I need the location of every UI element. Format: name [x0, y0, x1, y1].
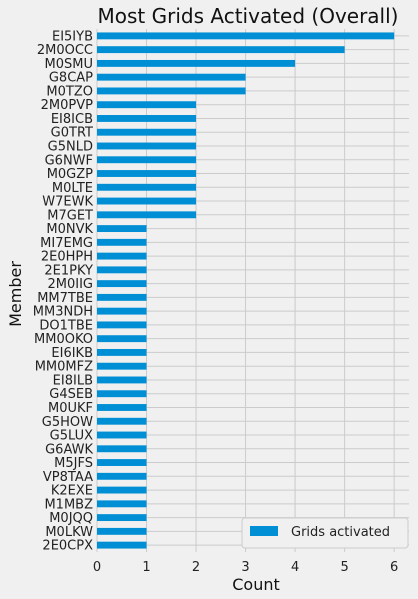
- y-tick-label: MI7EMG: [40, 236, 93, 251]
- y-tick-label: M0UKF: [48, 401, 93, 416]
- y-tick-label: M0TZO: [46, 84, 93, 99]
- y-tick-label: 2M0PVP: [41, 98, 93, 113]
- bar: [97, 293, 147, 301]
- bar: [97, 46, 345, 54]
- y-tick-label: G5LUX: [50, 429, 93, 444]
- y-tick-label: G5HOW: [42, 415, 93, 430]
- y-tick-label: 2M0IIG: [48, 277, 94, 292]
- y-tick-label: G6NWF: [45, 153, 93, 168]
- y-tick-label: G8CAP: [49, 71, 93, 86]
- bar: [97, 431, 147, 439]
- y-tick-label: M0NVK: [46, 222, 93, 237]
- bar: [97, 500, 147, 508]
- y-tick-label: 2E1PKY: [44, 263, 93, 278]
- x-tick-labels: 0 1 2 3 4 5 6: [93, 560, 398, 575]
- bar: [97, 266, 147, 274]
- bar: [97, 472, 147, 480]
- y-tick-label: K2EXE: [51, 484, 93, 499]
- y-tick-label: EI6IKB: [51, 346, 93, 361]
- bar: [97, 280, 147, 288]
- legend-box: [241, 517, 409, 549]
- y-tick-label: M0LKW: [45, 525, 93, 540]
- bar: [97, 445, 147, 453]
- y-tick-label: EI8ILB: [53, 373, 93, 388]
- y-tick-label: 2M0OCC: [37, 43, 93, 58]
- bar: [97, 514, 147, 522]
- y-tick-label: M7GET: [47, 208, 93, 223]
- x-tick-label: 6: [390, 560, 398, 575]
- bar: [97, 73, 246, 81]
- y-tick-label: G6AWK: [45, 442, 93, 457]
- bar: [97, 197, 197, 205]
- y-tick-label: M1MBZ: [44, 497, 93, 512]
- y-tick-label: G0TRT: [51, 126, 93, 141]
- y-tick-label: G4SEB: [49, 387, 93, 402]
- y-tick-labels: EI5IYB2M0OCCM0SMUG8CAPM0TZO2M0PVPEI8ICBG…: [33, 29, 94, 553]
- y-tick-label: W7EWK: [42, 195, 93, 210]
- bar: [97, 128, 197, 136]
- y-tick-label: MM3NDH: [33, 305, 93, 320]
- y-tick-label: MM0OKO: [34, 332, 93, 347]
- x-tick-label: 5: [340, 560, 348, 575]
- x-tick-label: 2: [192, 560, 200, 575]
- y-tick-label: EI8ICB: [51, 112, 93, 127]
- bar: [97, 115, 197, 122]
- x-tick-label: 4: [291, 560, 299, 575]
- bar: [97, 335, 147, 343]
- bar: [97, 307, 147, 315]
- y-tick-label: M5JFS: [54, 456, 93, 471]
- bar: [97, 486, 147, 494]
- y-tick-label: M0SMU: [45, 57, 93, 72]
- bar: [97, 252, 147, 260]
- bar: [97, 348, 147, 356]
- x-tick-label: 0: [93, 560, 101, 575]
- x-axis-label: Count: [232, 575, 280, 594]
- legend: Grids activated: [241, 517, 409, 549]
- y-tick-label: MM7TBE: [37, 291, 93, 306]
- legend-label: Grids activated: [291, 525, 390, 540]
- bar: [97, 390, 147, 398]
- y-tick-label: DO1TBE: [39, 318, 93, 333]
- x-tick-label: 1: [142, 560, 150, 575]
- bar: [97, 170, 197, 177]
- bar: [97, 527, 147, 535]
- y-tick-label: M0JQQ: [49, 511, 93, 526]
- bar: [97, 32, 395, 40]
- bar: [97, 404, 147, 411]
- y-tick-label: 2E0CPX: [42, 539, 93, 554]
- bar: [97, 459, 147, 466]
- bar: [97, 417, 147, 425]
- bar: [97, 238, 147, 246]
- bar: [97, 362, 147, 370]
- bar: [97, 376, 147, 384]
- y-tick-label: M0LTE: [52, 181, 93, 196]
- bar: [97, 142, 197, 150]
- legend-swatch: [250, 526, 278, 536]
- bar: [97, 101, 197, 109]
- bar: [97, 225, 147, 233]
- y-tick-label: M0GZP: [47, 167, 93, 182]
- y-axis-label: Member: [6, 261, 25, 327]
- bar: [97, 183, 197, 191]
- y-tick-label: VP8TAA: [43, 470, 93, 485]
- bar: [97, 541, 147, 549]
- y-tick-label: 2E0HPH: [41, 250, 93, 265]
- y-tick-label: MM0MFZ: [35, 360, 93, 375]
- bar: [97, 87, 246, 95]
- bar: [97, 59, 296, 67]
- y-tick-label: G5NLD: [48, 139, 93, 154]
- y-tick-label: EI5IYB: [52, 29, 93, 44]
- bar: [97, 321, 147, 329]
- bar: [97, 156, 197, 164]
- chart-title: Most Grids Activated (Overall): [98, 4, 399, 28]
- bars: [97, 32, 395, 549]
- bar: [97, 211, 197, 219]
- x-tick-label: 3: [241, 560, 249, 575]
